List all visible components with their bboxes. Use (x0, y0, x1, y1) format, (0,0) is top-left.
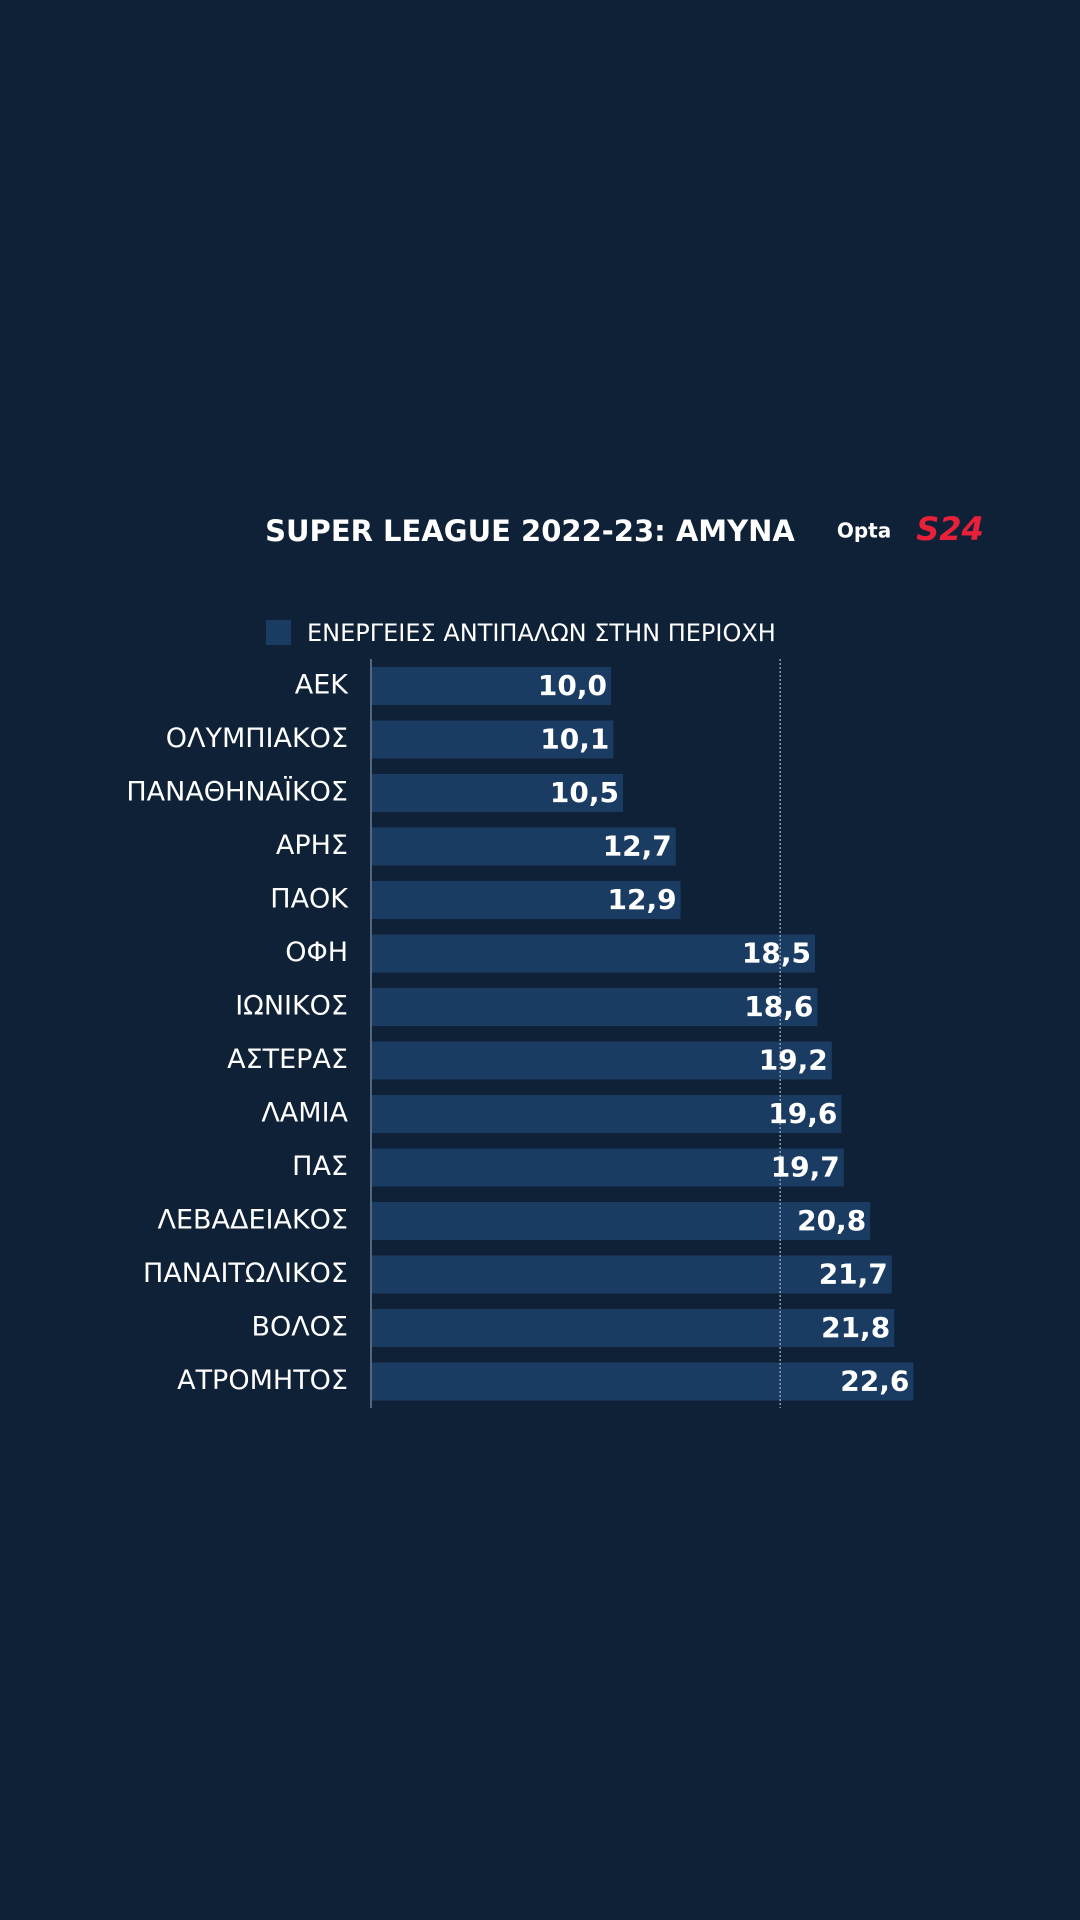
y-tick-label: ΠΑΝΑΘΗΝΑΪΚΟΣ (126, 776, 348, 808)
data-label: 10,0 (538, 669, 607, 702)
bar (371, 934, 815, 973)
bar (371, 720, 614, 759)
y-tick-label: ΠΑΟΚ (270, 884, 349, 915)
y-tick-label: ΠΑΣ (292, 1151, 348, 1182)
data-label: 19,7 (771, 1151, 840, 1184)
data-label: 22,6 (840, 1365, 909, 1398)
bar (371, 1041, 832, 1080)
bar (371, 1309, 895, 1347)
data-label: 10,5 (550, 776, 619, 809)
y-tick-label: ΛΑΜΙΑ (261, 1098, 348, 1129)
bar (371, 1255, 892, 1294)
bar (371, 667, 611, 705)
y-tick-label: ΟΛΥΜΠΙΑΚΟΣ (166, 723, 348, 754)
bar (371, 827, 676, 866)
y-tick-label: ΛΕΒΑΔΕΙΑΚΟΣ (157, 1205, 348, 1236)
data-label: 12,9 (608, 883, 677, 916)
data-label: 20,8 (797, 1204, 866, 1237)
data-label: 12,7 (603, 830, 672, 863)
bar (371, 1095, 842, 1133)
data-label: 18,6 (744, 990, 813, 1023)
logo: Opta (837, 519, 891, 543)
data-label: 10,1 (540, 723, 609, 756)
y-tick-label: ΑΤΡΟΜΗΤΟΣ (177, 1365, 348, 1396)
y-tick-label: ΒΟΛΟΣ (251, 1312, 348, 1343)
legend-swatch (266, 620, 291, 645)
y-tick-label: ΠΑΝΑΙΤΩΛΙΚΟΣ (143, 1258, 348, 1289)
bar (371, 774, 623, 812)
y-tick-label: ΙΩΝΙΚΟΣ (235, 991, 348, 1022)
logo: S24 (916, 510, 984, 548)
data-label: 19,2 (759, 1044, 828, 1077)
data-label: 18,5 (742, 937, 811, 970)
bar (371, 1362, 914, 1401)
data-label: 21,7 (819, 1258, 888, 1291)
bar (371, 1148, 844, 1187)
legend-label: ΕΝΕΡΓΕΙΕΣ ΑΝΤΙΠΑΛΩΝ ΣΤΗΝ ΠΕΡΙΟΧΗ (307, 619, 776, 647)
bar (371, 1202, 871, 1240)
chart-title: SUPER LEAGUE 2022-23: ΑΜΥΝΑ (265, 514, 795, 548)
y-tick-label: ΑΣΤΕΡΑΣ (227, 1044, 348, 1075)
bar (371, 988, 818, 1026)
data-label: 21,8 (821, 1311, 890, 1344)
data-label: 19,6 (768, 1097, 837, 1130)
y-tick-label: ΑΡΗΣ (276, 830, 348, 861)
y-tick-label: ΑΕΚ (295, 670, 350, 701)
bar (371, 881, 681, 919)
y-tick-label: ΟΦΗ (285, 937, 348, 968)
